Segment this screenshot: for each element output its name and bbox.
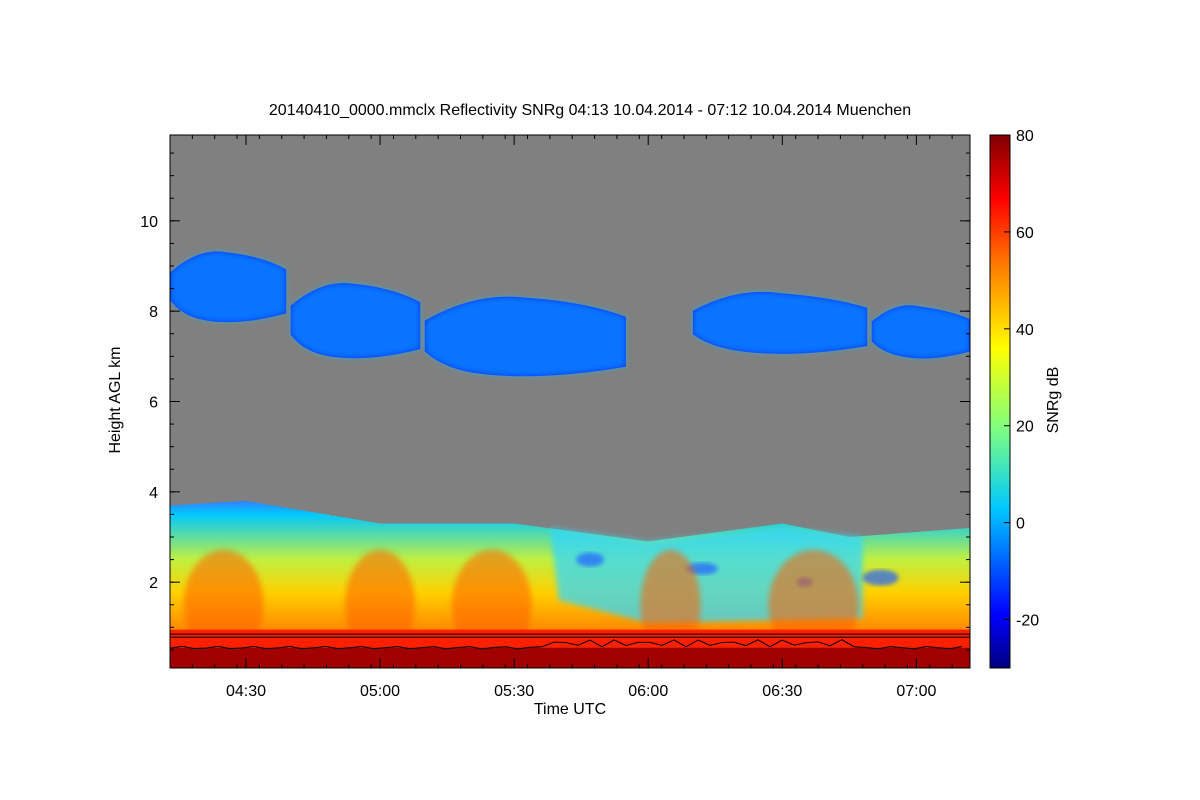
plot-area (170, 135, 970, 668)
reference-lines (170, 633, 970, 650)
x-tick-label: 06:30 (762, 683, 802, 700)
colorbar-tick-label: 60 (1016, 225, 1034, 242)
low-snr-patch (576, 552, 605, 567)
colorbar-tick-label: 80 (1016, 128, 1034, 145)
colorbar-tick-label: 40 (1016, 322, 1034, 339)
colorbar-tick-label: 20 (1016, 419, 1034, 436)
upper-cloud-layers (170, 251, 970, 377)
upper-cloud-core (290, 282, 421, 359)
x-tick-label: 06:00 (628, 683, 668, 700)
y-axis-label: Height AGL km (107, 346, 124, 453)
x-tick-label: 05:00 (360, 683, 400, 700)
x-tick-label: 04:30 (226, 683, 266, 700)
y-tick-label: 4 (149, 485, 158, 502)
x-tick-label: 05:30 (494, 683, 534, 700)
boundary-layer-line (170, 639, 963, 650)
x-axis: 04:30 05:00 05:30 06:00 06:30 07:00 (169, 135, 953, 700)
x-tick-label: 07:00 (896, 683, 936, 700)
upper-cloud-core (871, 305, 970, 359)
surface-echo-band (170, 647, 970, 668)
upper-cloud-core (170, 251, 287, 323)
y-tick-label: 6 (149, 395, 158, 412)
colorbar-axis: -20 0 20 40 60 80 (1004, 128, 1039, 630)
upper-cloud-core (424, 296, 626, 377)
upper-cloud-core (692, 291, 868, 354)
strong-echo-band (170, 629, 970, 648)
colorbar-tick-label: -20 (1016, 613, 1039, 630)
colorbar-label: SNRg dB (1045, 367, 1062, 434)
x-axis-label: Time UTC (534, 701, 606, 718)
y-tick-label: 8 (149, 304, 158, 321)
low-snr-patch (862, 569, 899, 586)
colorbar-tick-label: 0 (1016, 516, 1025, 533)
y-tick-label: 10 (140, 214, 158, 231)
y-tick-label: 2 (149, 575, 158, 592)
colorbar (989, 134, 1011, 669)
y-axis: 2 4 6 8 10 (140, 152, 970, 651)
chart-title: 20140410_0000.mmclx Reflectivity SNRg 04… (269, 102, 911, 119)
